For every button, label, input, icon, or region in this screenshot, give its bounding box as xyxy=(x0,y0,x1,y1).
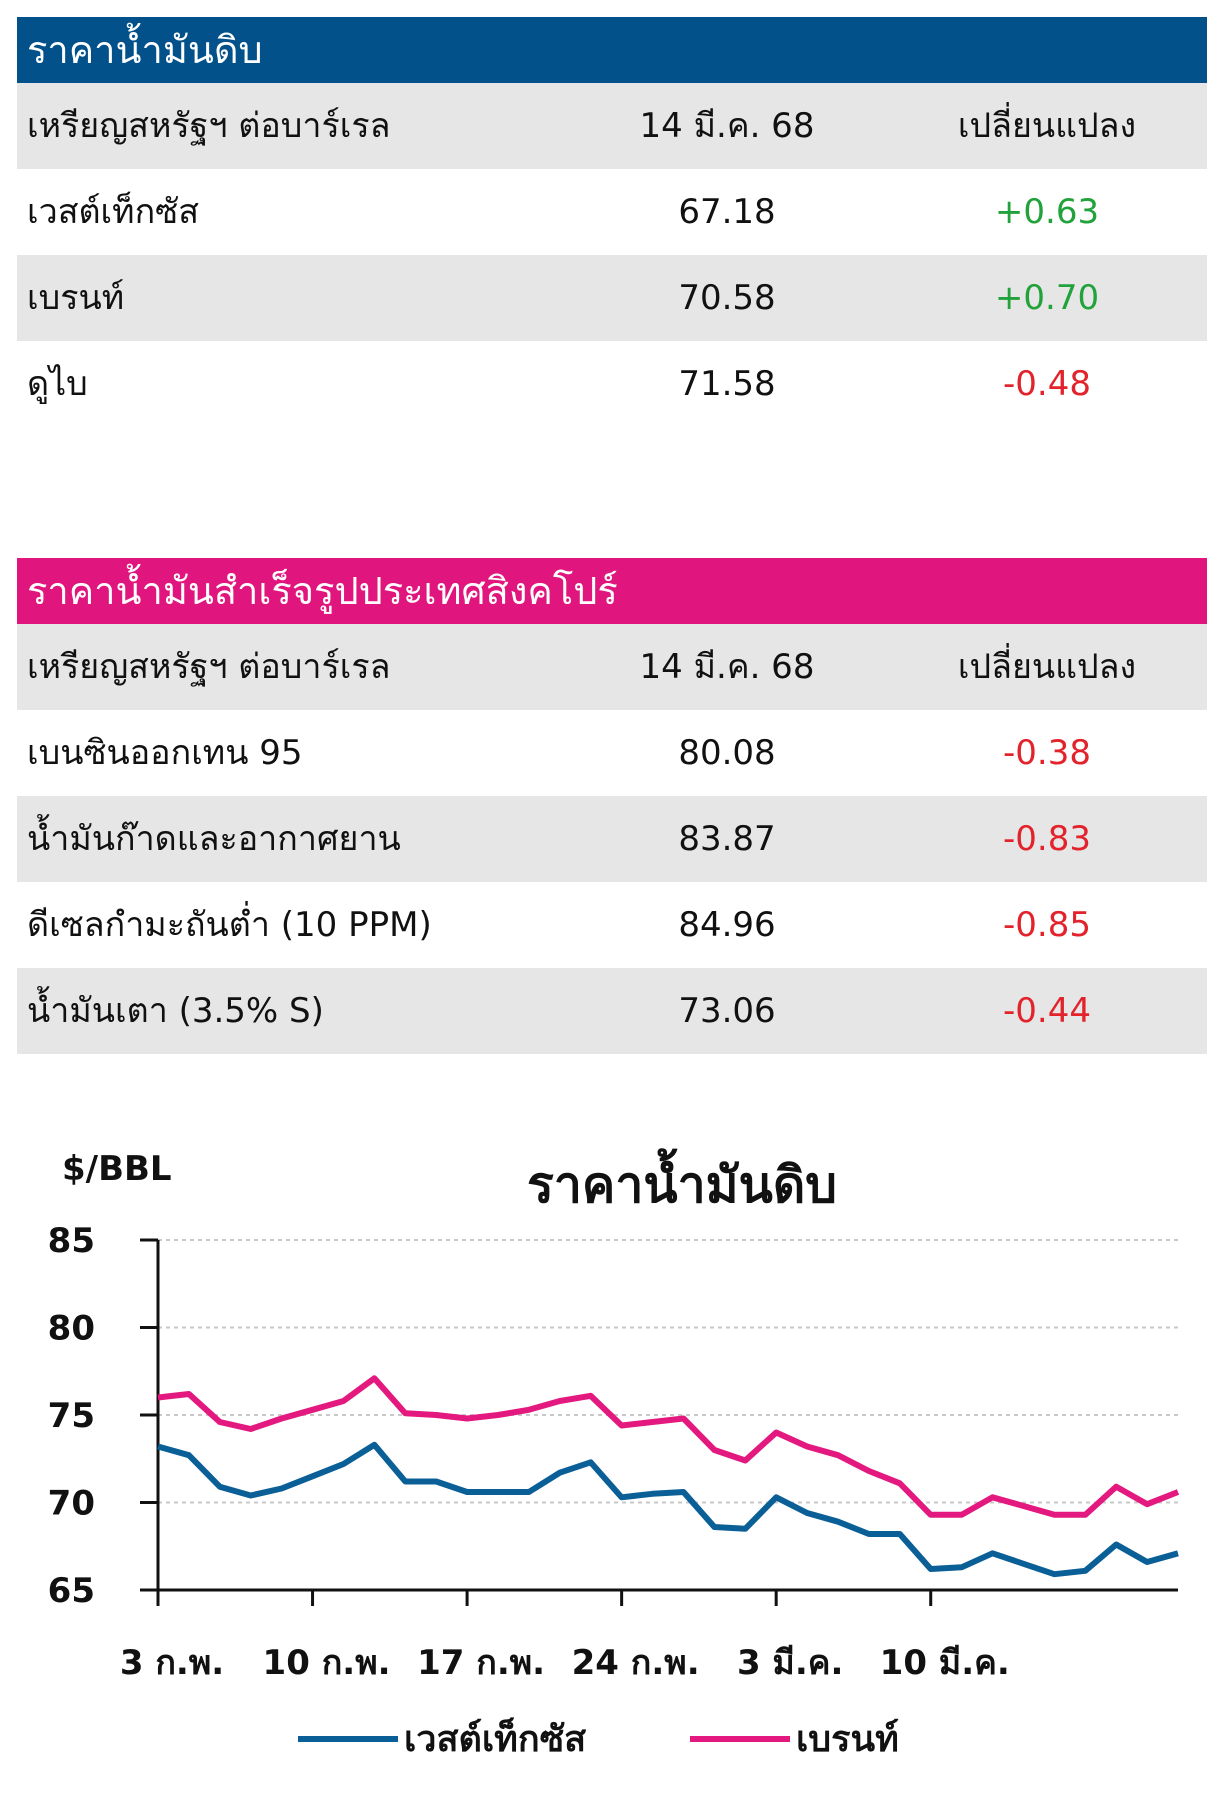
y-tick-label: 85 xyxy=(48,1221,95,1261)
legend: เวสต์เท็กซัส เบรนท์ xyxy=(298,1716,899,1760)
oil-price: 80.08 xyxy=(678,733,776,773)
oil-name: ดีเซลกำมะถันต่ำ (10 PPM) xyxy=(27,905,432,945)
oil-name: เบรนท์ xyxy=(27,278,125,318)
table-row: เบนซินออกเทน 95 80.08 -0.38 xyxy=(17,710,1207,796)
y-tick-label: 65 xyxy=(48,1571,95,1611)
oil-price: 71.58 xyxy=(678,364,776,404)
x-tick-label: 10 ก.พ. xyxy=(263,1643,391,1683)
x-tick-label: 24 ก.พ. xyxy=(572,1643,700,1683)
oil-change: -0.48 xyxy=(1003,364,1091,404)
change-header: เปลี่ยนแปลง xyxy=(957,106,1137,146)
legend-label: เบรนท์ xyxy=(796,1718,899,1760)
oil-change: -0.83 xyxy=(1003,819,1091,859)
table-row: น้ำมันเตา (3.5% S) 73.06 -0.44 xyxy=(17,968,1207,1054)
oil-price: 73.06 xyxy=(678,991,776,1031)
x-tick-label: 10 มี.ค. xyxy=(880,1643,1010,1683)
y-tick-label: 80 xyxy=(48,1309,95,1349)
singapore-table-header-row: เหรียญสหรัฐฯ ต่อบาร์เรล 14 มี.ค. 68 เปลี… xyxy=(17,624,1207,710)
gridlines xyxy=(158,1239,1178,1504)
y-tick-labels: 85 80 75 70 65 xyxy=(48,1221,95,1611)
chart-title: ราคาน้ำมันดิบ xyxy=(527,1148,837,1214)
oil-price: 84.96 xyxy=(678,905,776,945)
change-header: เปลี่ยนแปลง xyxy=(957,647,1137,687)
unit-header: เหรียญสหรัฐฯ ต่อบาร์เรล xyxy=(27,106,391,146)
y-tick-label: 75 xyxy=(48,1396,95,1436)
x-tick-label: 17 ก.พ. xyxy=(417,1643,545,1683)
oil-change: +0.70 xyxy=(994,278,1100,318)
oil-price: 67.18 xyxy=(678,192,776,232)
series-line xyxy=(157,1441,1179,1578)
table-row: เบรนท์ 70.58 +0.70 xyxy=(17,255,1207,341)
legend-label: เวสต์เท็กซัส xyxy=(404,1716,586,1760)
table-row: ดีเซลกำมะถันต่ำ (10 PPM) 84.96 -0.85 xyxy=(17,882,1207,968)
oil-name: เบนซินออกเทน 95 xyxy=(27,733,303,773)
date-header: 14 มี.ค. 68 xyxy=(639,106,815,146)
oil-price: 70.58 xyxy=(678,278,776,318)
table-row: เวสต์เท็กซัส 67.18 +0.63 xyxy=(17,169,1207,255)
y-axis-label: $/BBL xyxy=(62,1149,172,1189)
oil-change: -0.44 xyxy=(1003,991,1091,1031)
axes xyxy=(140,1238,1178,1606)
y-tick-label: 70 xyxy=(48,1484,95,1524)
table-row: ดูไบ 71.58 -0.48 xyxy=(17,341,1207,427)
oil-change: -0.38 xyxy=(1003,733,1091,773)
crude-oil-line-chart: $/BBL ราคาน้ำมันดิบ 85 80 75 70 65 3 ก.พ. 10 … xyxy=(48,1148,1180,1760)
crude-price-table: ราคาน้ำมันดิบ เหรียญสหรัฐฯ ต่อบาร์เรล 14… xyxy=(17,17,1207,427)
x-tick-labels: 3 ก.พ. 10 ก.พ. 17 ก.พ. 24 ก.พ. 3 มี.ค. 10 มี.… xyxy=(120,1643,1010,1683)
unit-header: เหรียญสหรัฐฯ ต่อบาร์เรล xyxy=(27,647,391,687)
oil-name: เวสต์เท็กซัส xyxy=(27,192,199,232)
x-tick-label: 3 มี.ค. xyxy=(737,1643,843,1683)
singapore-price-table: ราคาน้ำมันสำเร็จรูปประเทศสิงคโปร์ เหรียญ… xyxy=(17,558,1207,1054)
table-row: น้ำมันก๊าดและอากาศยาน 83.87 -0.83 xyxy=(17,796,1207,882)
series-line xyxy=(157,1375,1180,1518)
oil-name: ดูไบ xyxy=(27,364,88,404)
oil-name: น้ำมันเตา (3.5% S) xyxy=(27,991,324,1031)
crude-table-header-row: เหรียญสหรัฐฯ ต่อบาร์เรล 14 มี.ค. 68 เปลี… xyxy=(17,83,1207,169)
singapore-table-title: ราคาน้ำมันสำเร็จรูปประเทศสิงคโปร์ xyxy=(17,558,1207,624)
oil-price: 83.87 xyxy=(678,819,776,859)
x-tick-label: 3 ก.พ. xyxy=(120,1643,224,1683)
oil-change: +0.63 xyxy=(994,192,1100,232)
crude-table-title: ราคาน้ำมันดิบ xyxy=(17,17,1207,83)
series-lines xyxy=(157,1375,1180,1578)
date-header: 14 มี.ค. 68 xyxy=(639,647,815,687)
oil-name: น้ำมันก๊าดและอากาศยาน xyxy=(27,819,401,859)
oil-change: -0.85 xyxy=(1003,905,1091,945)
